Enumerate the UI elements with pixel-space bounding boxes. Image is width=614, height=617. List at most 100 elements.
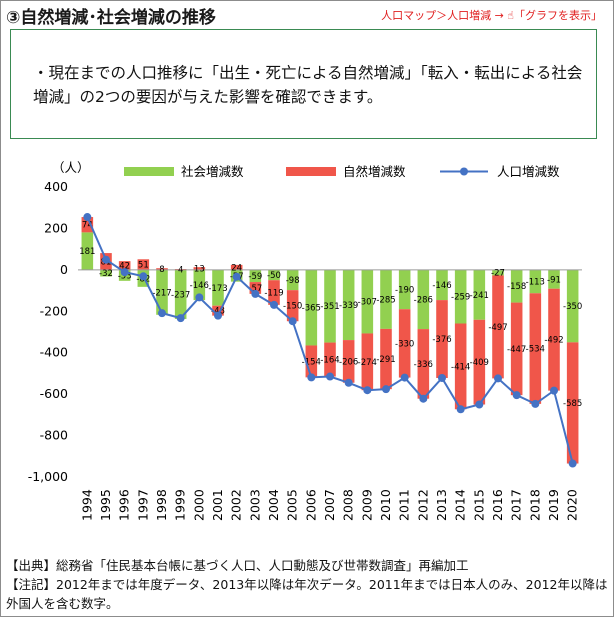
point-total-2002	[232, 272, 241, 281]
x-tick-label: 1995	[98, 489, 113, 521]
arrow-right-icon: →	[494, 9, 504, 22]
data-label-natural: -119	[264, 289, 283, 299]
x-tick-label: 2006	[303, 489, 318, 521]
bar-social-1994	[81, 232, 94, 270]
data-label-natural: 4	[178, 265, 183, 275]
bar-natural-2016	[492, 275, 504, 379]
x-tick-label: 1997	[135, 489, 150, 521]
x-tick-label: 1996	[117, 489, 132, 521]
data-label-social: -98	[286, 276, 300, 286]
bar-natural-1998	[156, 268, 168, 270]
x-tick-label: 2002	[229, 489, 244, 521]
data-label-social: -339	[339, 301, 358, 311]
data-label-natural: 13	[194, 265, 205, 275]
bar-social-2018	[529, 269, 542, 294]
description-text: ・現在までの人口推移に「出生・死亡による自然増減」「転入・転出による社会増減」の…	[33, 64, 583, 106]
data-label-natural: -409	[470, 358, 489, 368]
x-tick-label: 2001	[210, 489, 225, 521]
bar-social-2019	[548, 269, 560, 289]
point-total-2008	[344, 378, 353, 387]
nav-path: 人口マップ＞人口増減	[381, 9, 492, 22]
data-label-natural: -150	[283, 302, 302, 312]
bar-natural-1996	[118, 261, 131, 270]
description-box: ・現在までの人口推移に「出生・死亡による自然増減」「転入・転出による社会増減」の…	[10, 29, 597, 139]
x-tick-label: 1998	[154, 489, 169, 521]
point-total-2018	[531, 399, 540, 408]
bar-social-2007	[324, 269, 336, 343]
point-total-1997	[139, 272, 148, 281]
data-label-social: -190	[395, 286, 414, 296]
data-label-social: -286	[414, 295, 433, 305]
data-label-natural: 51	[138, 261, 149, 271]
point-total-2012	[419, 394, 428, 403]
data-label-social: -146	[432, 281, 451, 291]
show-graph-link[interactable]: ☝「グラフを表示」	[507, 9, 602, 22]
x-tick-label: 2020	[565, 489, 580, 521]
y-tick-label: -200	[40, 303, 68, 318]
bar-natural-1997	[137, 259, 150, 270]
bar-social-2020	[566, 269, 579, 343]
bar-natural-2013	[436, 300, 448, 378]
y-tick-label: 200	[44, 220, 68, 235]
x-tick-label: 1999	[173, 489, 188, 521]
bar-social-2009	[361, 269, 374, 334]
bar-natural-2019	[548, 288, 560, 391]
bar-social-2015	[473, 269, 486, 320]
point-total-2009	[363, 386, 372, 395]
legend-marker-total	[460, 167, 468, 176]
x-tick-label: 2010	[378, 489, 393, 521]
data-label-natural: 24	[231, 263, 242, 273]
bar-natural-2017	[510, 302, 523, 396]
x-tick-label: 2019	[546, 489, 561, 521]
bar-natural-2020	[566, 342, 579, 464]
bar-social-2010	[380, 269, 392, 329]
bar-social-1999	[174, 269, 187, 319]
data-label-social: -158	[507, 282, 526, 292]
data-label-natural: -497	[488, 323, 507, 333]
bar-natural-2003	[249, 282, 262, 294]
bar-natural-2015	[473, 319, 486, 405]
bar-natural-2000	[193, 267, 206, 270]
bar-natural-2005	[286, 290, 299, 322]
point-total-2013	[438, 373, 446, 382]
bar-social-2014	[454, 269, 467, 324]
x-tick-label: 2012	[415, 489, 430, 521]
point-total-1999	[176, 314, 185, 323]
point-total-2016	[494, 374, 502, 383]
data-label-social: -237	[171, 290, 190, 300]
data-label-natural: -274	[358, 358, 377, 368]
x-tick-label: 2011	[397, 489, 412, 521]
x-tick-label: 2018	[527, 489, 542, 521]
bar-natural-2006	[305, 345, 318, 378]
point-total-1996	[120, 268, 129, 277]
bar-natural-2007	[324, 342, 336, 377]
point-total-2006	[307, 373, 316, 382]
source-note: 【出典】総務省「住民基本台帳に基づく人口、人口動態及び世帯数調査」再編加工	[6, 558, 469, 573]
x-tick-label: 2008	[341, 489, 356, 521]
point-total-2020	[568, 459, 577, 468]
bar-natural-2004	[268, 280, 280, 305]
data-label-natural: -414	[451, 362, 470, 372]
bar-social-2011	[398, 269, 411, 310]
point-total-2015	[475, 400, 484, 409]
data-label-natural: -164	[320, 356, 339, 366]
bar-social-2004	[268, 269, 280, 281]
x-tick-label: 2017	[509, 489, 524, 521]
bar-social-2008	[342, 269, 355, 341]
point-total-2017	[512, 391, 521, 400]
bar-natural-2008	[342, 340, 355, 383]
data-label-natural: -330	[395, 339, 414, 349]
point-total-2000	[195, 293, 204, 302]
point-total-1995	[102, 255, 110, 264]
bar-natural-2002	[230, 264, 243, 270]
y-tick-label: -400	[40, 345, 68, 360]
bar-social-1995	[100, 269, 112, 277]
point-total-2004	[270, 300, 278, 309]
bar-natural-2001	[212, 305, 224, 316]
bar-social-2006	[305, 269, 318, 346]
point-total-2003	[251, 289, 260, 298]
data-label-natural: -585	[563, 399, 582, 409]
data-label-natural: -291	[376, 355, 395, 365]
point-total-1994	[83, 213, 92, 222]
bar-social-2017	[510, 269, 523, 303]
